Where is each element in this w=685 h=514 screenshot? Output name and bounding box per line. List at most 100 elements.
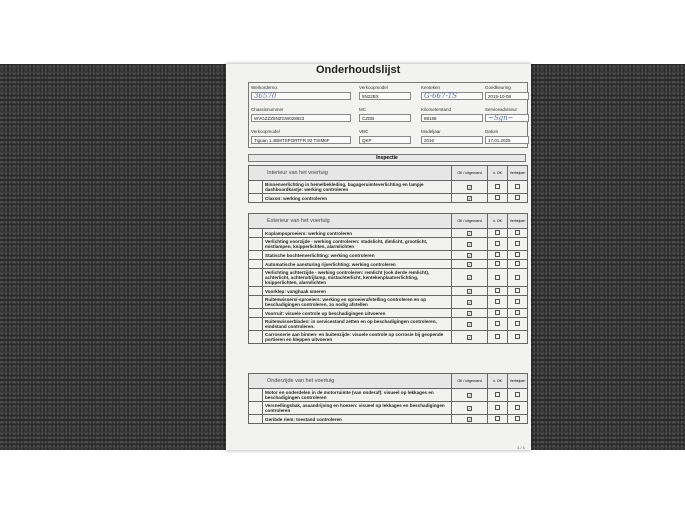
ok-checkbox-checked-icon[interactable]: ✓ (467, 184, 472, 190)
check-item: Versnellingsbak, asaandrijving en hoezen… (262, 401, 452, 415)
checklist-section: Exterieur van het voertuig OK / uitgevoer… (248, 213, 528, 344)
nok-checkbox[interactable] (495, 261, 500, 266)
field-value: 5N22BX (359, 92, 411, 100)
fix-checkbox[interactable] (515, 241, 520, 246)
field-label: Kilometerstand (421, 107, 452, 112)
field-value: WVGZZZ5NZGW028923 (251, 114, 351, 122)
col-ok: OK / uitgevoerd (451, 165, 488, 181)
table-row: Motor en onderdelen in de motorruimte (v… (248, 388, 528, 402)
nok-checkbox[interactable] (495, 288, 500, 293)
page-number: 1 / 1 (517, 445, 525, 450)
field-value: 2015-10-08 (485, 92, 529, 100)
fix-checkbox[interactable] (515, 310, 520, 315)
checklist-section: Onderzijde van het voertuig OK / uitgevoe… (248, 373, 528, 424)
fix-checkbox[interactable] (515, 321, 520, 326)
field-label: Serviceadviseur (485, 107, 518, 112)
ok-checkbox-checked-icon[interactable]: ✓ (467, 299, 472, 305)
ok-checkbox-checked-icon[interactable]: ✓ (467, 241, 472, 247)
col-nok: n. OK (487, 373, 508, 389)
signature: ~Sgn~ (485, 114, 529, 122)
check-item: Verlichting voorzijde - werking controle… (262, 237, 452, 251)
nok-checkbox[interactable] (495, 184, 500, 189)
fix-checkbox[interactable] (515, 334, 520, 339)
table-row: Automatische aansturing rijverlichting: … (248, 259, 528, 269)
ok-checkbox-checked-icon[interactable]: ✓ (467, 195, 472, 201)
fix-checkbox[interactable] (515, 230, 520, 235)
table-row: Claxon: werking controleren ✓ (248, 193, 528, 203)
field-label: Goedkeuring (485, 85, 511, 90)
section-title: Exterieur van het voertuig (248, 213, 452, 229)
ok-checkbox-checked-icon[interactable]: ✓ (467, 334, 472, 340)
nok-checkbox[interactable] (495, 334, 500, 339)
field-value: 36570 (251, 92, 351, 100)
vehicle-fields: Werkorderno. 36570 Verkoopmodel 5N22BX Kente… (248, 82, 529, 148)
field-label: Modeljaar (421, 129, 441, 134)
nok-checkbox[interactable] (495, 195, 500, 200)
ok-checkbox-checked-icon[interactable]: ✓ (467, 310, 472, 316)
nok-checkbox[interactable] (495, 252, 500, 257)
nok-checkbox[interactable] (495, 405, 500, 410)
col-fix: Verhelpen (507, 213, 528, 229)
fix-checkbox[interactable] (515, 252, 520, 257)
maintenance-document: Onderhoudslijst Werkorderno. 36570 Verkoop… (226, 64, 531, 450)
field-label: Chassisnummer (251, 107, 284, 112)
check-item: Ruitenwisserbladen: in servicestand zett… (262, 317, 452, 331)
field-label: Verkoopmodel (359, 85, 388, 90)
ok-checkbox-checked-icon[interactable]: ✓ (467, 416, 472, 422)
table-row: Voorruit: visuele controle op beschadigi… (248, 308, 528, 318)
table-row: Geribde riem: toestand controleren ✓ (248, 414, 528, 424)
fix-checkbox[interactable] (515, 261, 520, 266)
fix-checkbox[interactable] (515, 195, 520, 200)
ok-checkbox-checked-icon[interactable]: ✓ (467, 275, 472, 280)
check-item: Motor en onderdelen in de motorruimte (v… (262, 388, 452, 402)
fix-checkbox[interactable] (515, 288, 520, 293)
table-row: Binnenverlichting in hemelbekleding, bag… (248, 180, 528, 194)
field-label: VBC (359, 129, 369, 134)
ok-checkbox-checked-icon[interactable]: ✓ (467, 288, 472, 294)
nok-checkbox[interactable] (495, 299, 500, 304)
ok-checkbox-checked-icon[interactable]: ✓ (467, 405, 472, 411)
table-row: Statische bochtenverlichting: werking co… (248, 250, 528, 260)
check-item: Voorruit: visuele controle op beschadigi… (262, 308, 452, 318)
ok-checkbox-checked-icon[interactable]: ✓ (467, 252, 472, 258)
ok-checkbox-checked-icon[interactable]: ✓ (467, 230, 472, 236)
check-item: Verlichting achterzijde - werking contro… (262, 268, 452, 287)
table-row: Verlichting voorzijde - werking controle… (248, 237, 528, 251)
col-ok: OK / uitgevoerd (451, 213, 488, 229)
nok-checkbox[interactable] (495, 230, 500, 235)
document-title: Onderhoudslijst (316, 64, 401, 76)
nok-checkbox[interactable] (495, 274, 500, 280)
fix-checkbox[interactable] (515, 416, 520, 421)
table-row: Ruitenwissers/-sproeiers: werking en spr… (248, 295, 528, 309)
fix-checkbox[interactable] (515, 184, 520, 189)
ok-checkbox-checked-icon[interactable]: ✓ (467, 321, 472, 327)
nok-checkbox[interactable] (495, 416, 500, 421)
section-title: Onderzijde van het voertuig (248, 373, 452, 389)
field-label: Werkorderno. (251, 85, 279, 90)
table-row: Verlichting achterzijde - werking contro… (248, 268, 528, 287)
field-label: Datum (485, 129, 499, 134)
fix-checkbox[interactable] (515, 299, 520, 304)
table-row: Carrosserie aan binnen- en buitenzijde: … (248, 330, 528, 344)
ok-checkbox-checked-icon[interactable]: ✓ (467, 261, 472, 267)
check-item: Binnenverlichting in hemelbekleding, bag… (262, 180, 452, 194)
field-value: CZDB (359, 114, 411, 122)
field-value: Tiguan 1.4BMTSPORTFR 92 TSIM6F (251, 136, 351, 144)
nok-checkbox[interactable] (495, 241, 500, 246)
nok-checkbox[interactable] (495, 392, 500, 397)
col-nok: n. OK (487, 213, 508, 229)
field-value: 2016 (421, 136, 483, 144)
nok-checkbox[interactable] (495, 321, 500, 326)
field-label: Kenteken (421, 85, 441, 90)
fix-checkbox[interactable] (515, 392, 520, 397)
fix-checkbox[interactable] (515, 274, 520, 280)
check-item: Geribde riem: toestand controleren (262, 414, 452, 424)
col-ok: OK / uitgevoerd (451, 373, 488, 389)
nok-checkbox[interactable] (495, 310, 500, 315)
check-item: Statische bochtenverlichting: werking co… (262, 250, 452, 260)
fix-checkbox[interactable] (515, 405, 520, 410)
field-label: Verkoopmodel (251, 129, 280, 134)
ok-checkbox-checked-icon[interactable]: ✓ (467, 392, 472, 398)
col-fix: Verhelpen (507, 373, 528, 389)
field-label: MC (359, 107, 366, 112)
